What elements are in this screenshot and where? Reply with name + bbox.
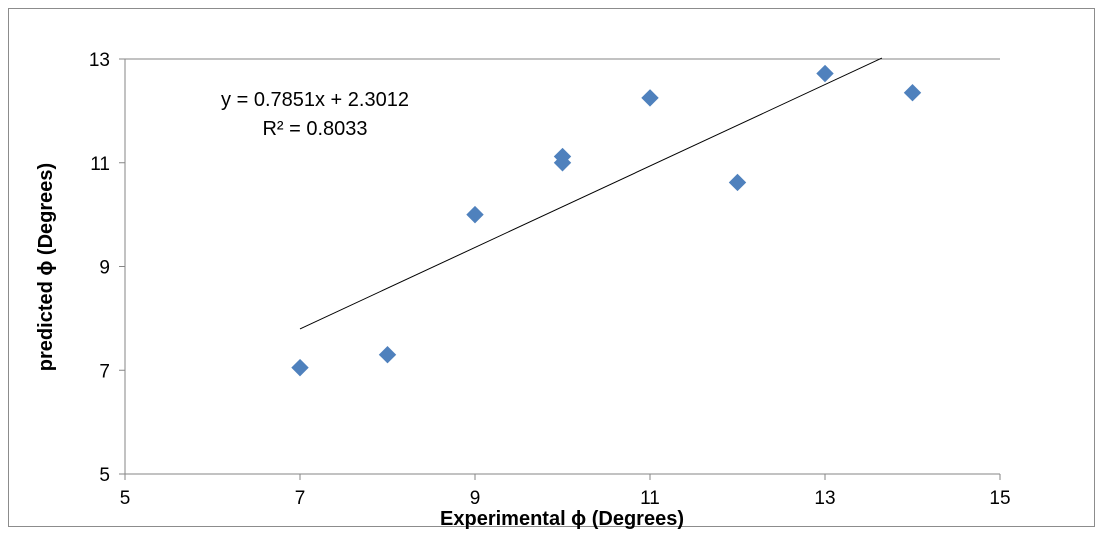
x-tick-label: 5 [120, 488, 131, 509]
data-point [378, 345, 397, 364]
plot-area: 5 7 9 11 13 5 7 9 11 13 15 [89, 50, 1011, 509]
trendline-equation-label: y = 0.7851x + 2.3012 [221, 89, 409, 111]
x-tick-label: 15 [989, 488, 1010, 509]
data-point [466, 205, 484, 224]
y-tick-label: 7 [99, 361, 110, 382]
y-axis-title: predicted ϕ (Degrees) [35, 163, 57, 371]
data-point [641, 89, 659, 107]
y-tick-label: 5 [99, 465, 110, 486]
data-point [291, 358, 309, 377]
data-point [903, 84, 922, 102]
y-tick-label: 11 [90, 154, 110, 175]
data-point [816, 64, 834, 83]
x-tick-label: 7 [295, 488, 306, 509]
x-axis-title: Experimental ϕ (Degrees) [440, 508, 684, 530]
y-tick-label: 9 [99, 258, 110, 279]
x-tick-label: 9 [470, 488, 481, 509]
x-tick-label: 11 [640, 488, 660, 509]
y-tick-label: 13 [89, 50, 110, 71]
trendline-r2-label: R² = 0.8033 [262, 118, 367, 140]
data-points [291, 57, 922, 377]
data-point [553, 147, 572, 166]
trendline [299, 57, 883, 330]
x-tick-label: 13 [814, 488, 835, 509]
data-point [728, 173, 747, 192]
